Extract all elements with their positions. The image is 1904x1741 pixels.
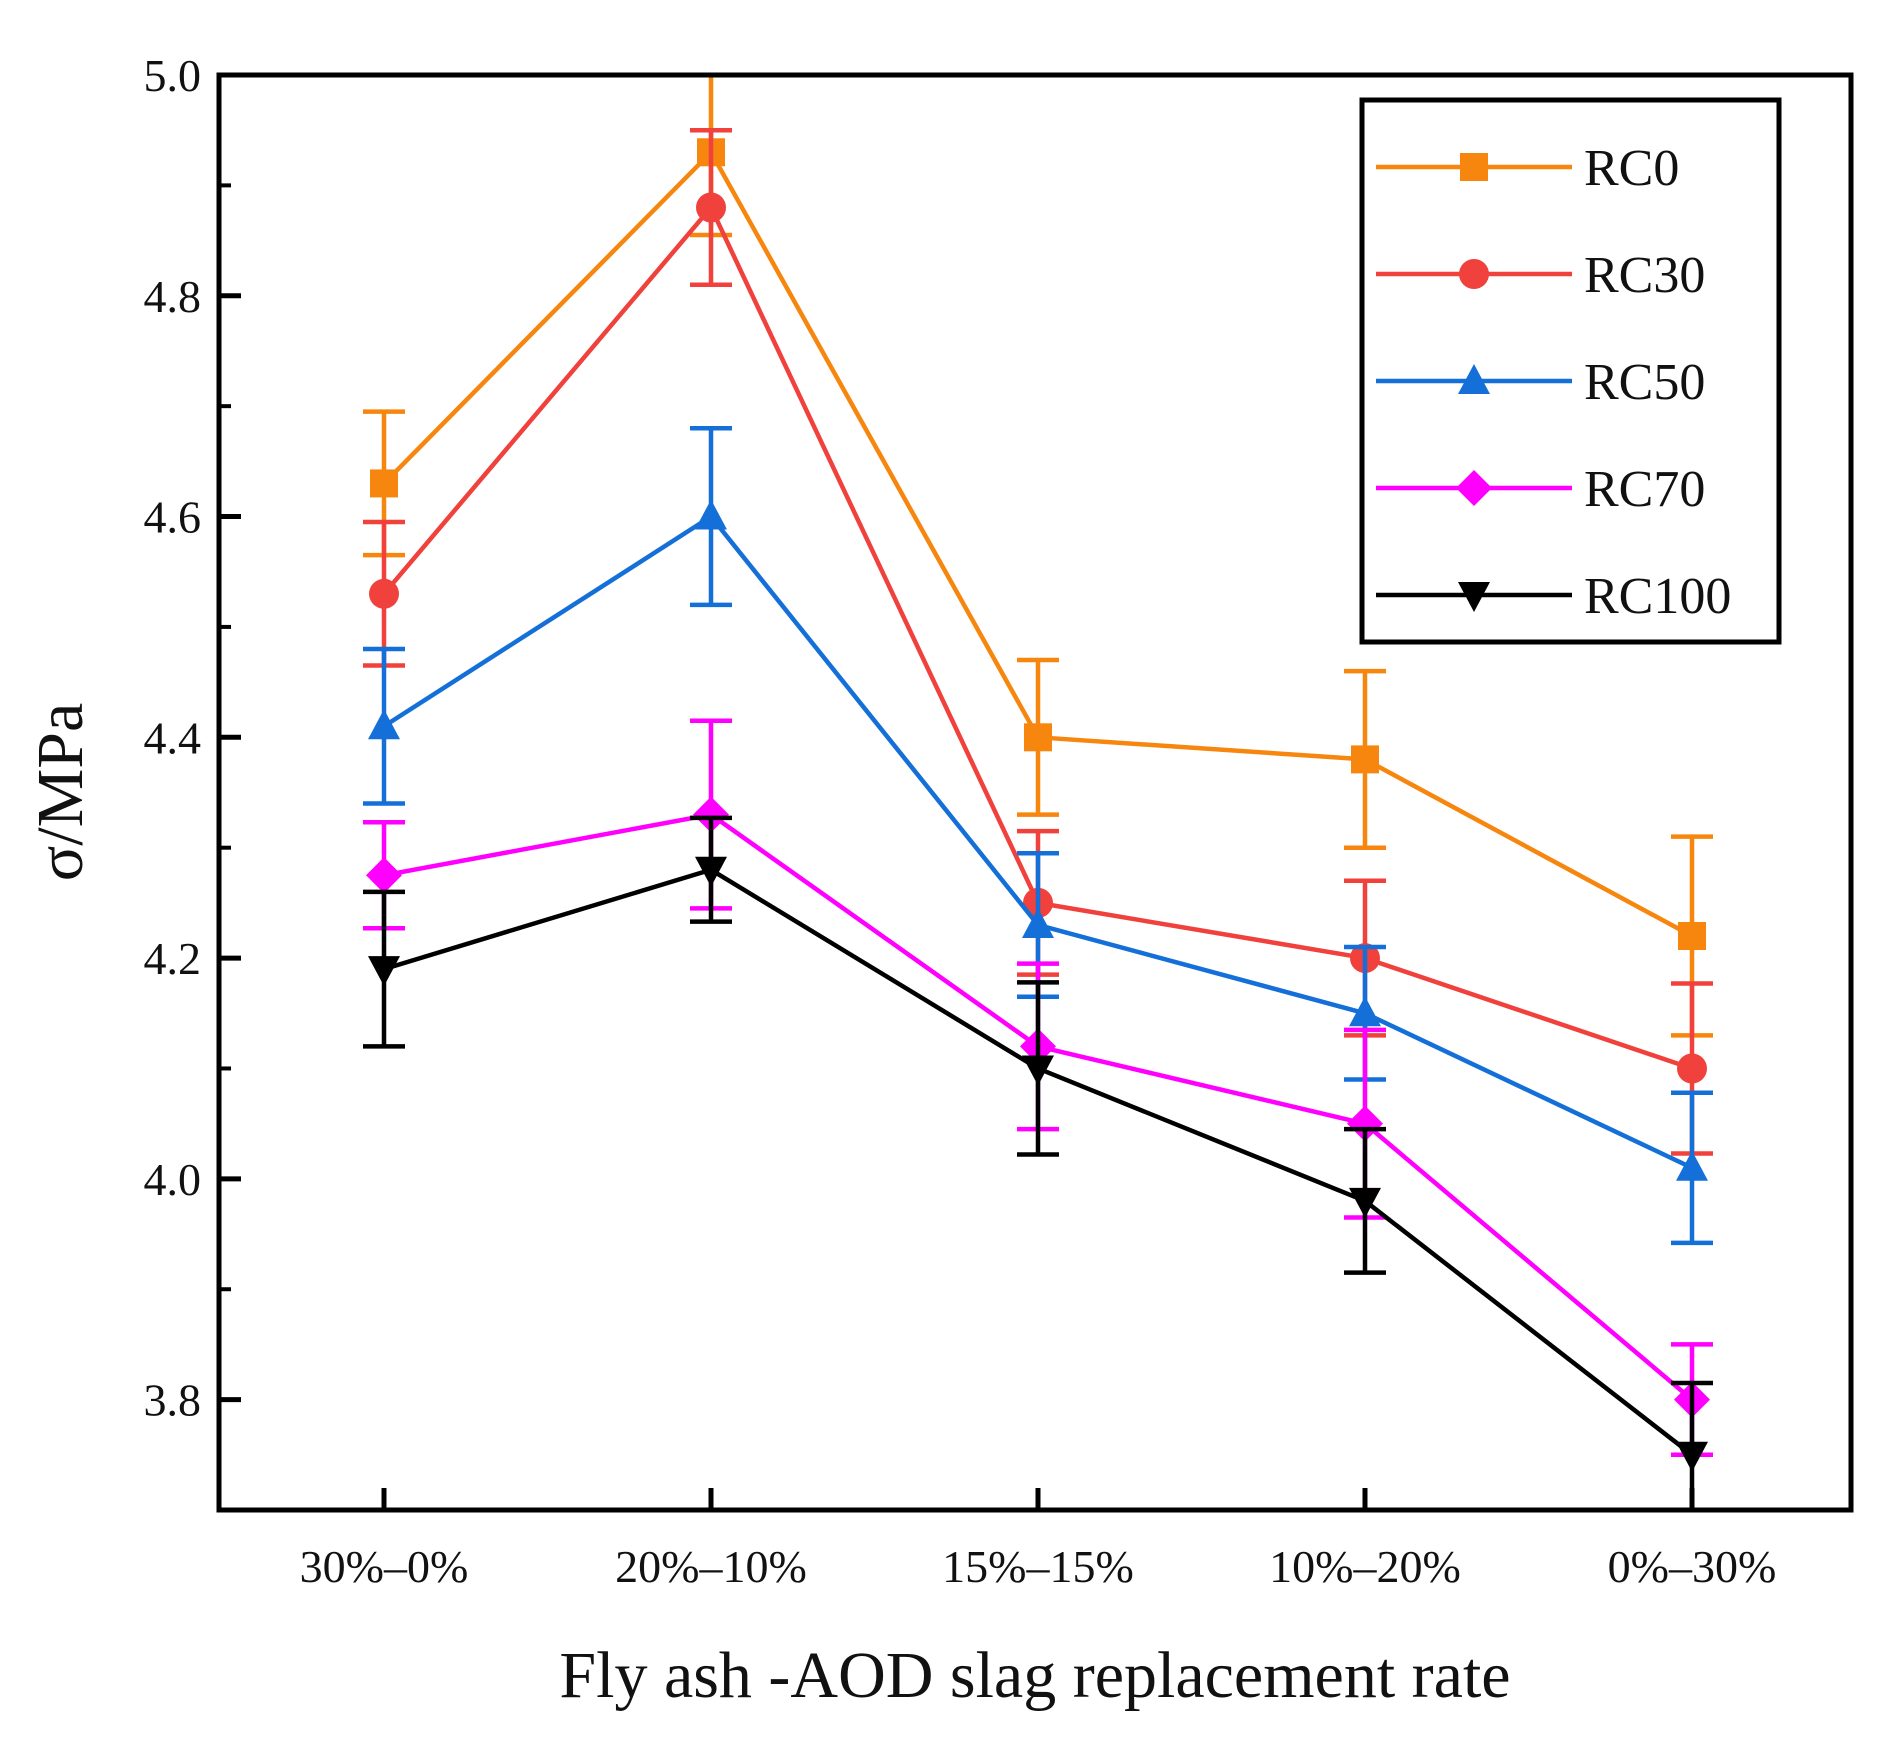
legend-label: RC30 [1584,247,1705,304]
y-axis: 3.8 4.0 4.2 4.4 4.6 4.8 5.0 [144,50,241,1426]
x-axis-title: Fly ash -AOD slag replacement rate [559,1639,1510,1712]
data-point [370,469,398,498]
data-point [366,857,402,894]
legend-item-rc100: RC100 [1376,568,1731,625]
x-tick-label: 0%–30% [1608,1541,1777,1592]
data-point [1678,922,1706,950]
y-tick-label: 3.8 [144,1375,202,1426]
data-point [1676,1441,1708,1472]
y-tick-label: 4.8 [144,271,202,322]
data-point [696,192,726,223]
data-point [693,796,729,833]
y-tick-label: 4.4 [144,712,202,763]
x-tick-label: 10%–20% [1269,1541,1461,1592]
series-rc50 [363,425,1713,1246]
data-point [1676,1150,1708,1181]
data-point [1347,1105,1383,1142]
legend-label: RC70 [1584,461,1705,518]
data-point [1349,996,1381,1027]
legend-marker [1460,153,1488,181]
y-tick-label: 4.6 [144,492,202,543]
x-tick-label: 20%–10% [615,1541,807,1592]
y-tick-label: 4.0 [144,1154,202,1205]
data-point [1349,1187,1381,1218]
legend-marker [1458,364,1490,394]
plot-frame [216,72,1854,1513]
series-rc100 [363,815,1713,1510]
data-point [1351,745,1379,774]
data-point [1022,1055,1054,1086]
legend-label: RC100 [1584,568,1731,625]
data-point [1024,723,1052,752]
data-point [1677,1053,1707,1084]
y-tick-label: 5.0 [144,50,202,101]
y-tick-label: 4.2 [144,933,202,984]
data-point [368,956,400,987]
y-axis-title: σ/MPa [24,703,97,882]
series-layer [363,75,1713,1510]
data-point [695,499,727,530]
legend-marker [1458,582,1490,612]
legend-label: RC50 [1584,354,1705,411]
legend-box [1359,97,1782,645]
legend-item-rc70: RC70 [1376,461,1705,518]
legend-item-rc50: RC50 [1376,354,1705,411]
data-point [369,578,399,609]
data-point [368,709,400,740]
legend-label: RC0 [1584,140,1679,197]
x-tick-label: 15%–15% [942,1541,1134,1592]
legend-marker [1456,470,1492,506]
data-point [695,856,727,887]
legend: RC0 RC30 RC50 RC70 RC100 [1359,97,1782,645]
legend-item-rc30: RC30 [1376,247,1705,304]
x-axis: 30%–0% 20%–10% 15%–15% 10%–20% 0%–30% [300,1488,1777,1592]
legend-marker [1459,259,1489,289]
legend-item-rc0: RC0 [1376,140,1679,197]
data-point [1022,907,1054,938]
x-tick-label: 30%–0% [300,1541,469,1592]
